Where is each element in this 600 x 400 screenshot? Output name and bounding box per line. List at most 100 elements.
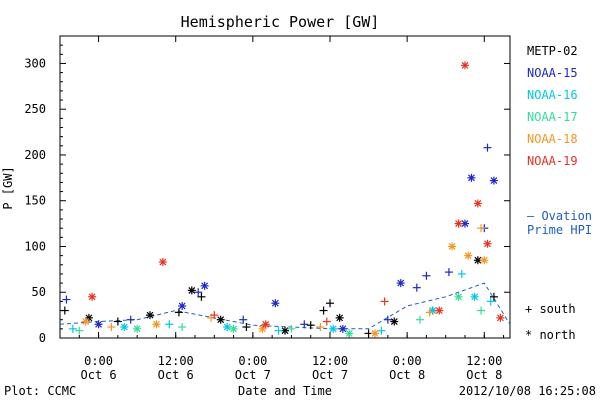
noaa-18-north-point	[81, 317, 90, 326]
noaa-15-north-point	[467, 173, 476, 182]
noaa-18-north-point	[152, 320, 161, 329]
x-tick-label-time: 12:00	[158, 354, 194, 368]
ovation-legend-line1: – Ovation	[527, 209, 592, 223]
noaa-19-south-point	[380, 297, 389, 306]
metp-02-north-point	[187, 286, 196, 295]
metp-02-north-point	[390, 317, 399, 326]
x-axis-label: Date and Time	[238, 384, 332, 398]
noaa-16-north-point	[470, 292, 479, 301]
noaa-16-south-point	[165, 320, 174, 329]
noaa-15-south-point	[62, 295, 71, 304]
y-tick-label: 0	[39, 331, 46, 345]
noaa-15-south-point	[126, 315, 135, 324]
noaa-18-south-point	[425, 308, 434, 317]
x-tick-label-time: 0:00	[238, 354, 267, 368]
noaa-19-north-point	[461, 61, 469, 70]
noaa-17-south-point	[416, 315, 424, 324]
noaa-16-north-point	[223, 323, 232, 332]
noaa-19-south-point	[322, 317, 331, 326]
noaa-16-south-point	[486, 297, 495, 306]
chart-title: Hemispheric Power [GW]	[181, 13, 380, 31]
noaa-15-south-point	[412, 283, 421, 292]
metp-02-north-point	[146, 311, 154, 320]
noaa-17-north-point	[454, 292, 463, 301]
legend-noaa-16: NOAA-16	[527, 88, 578, 102]
noaa-17-south-point	[287, 324, 296, 333]
metp-02-south-point	[197, 292, 206, 301]
noaa-18-north-point	[448, 242, 457, 251]
noaa-15-south-point	[239, 315, 248, 324]
noaa-17-north-point	[345, 329, 354, 338]
noaa-16-north-point	[329, 324, 338, 333]
noaa-18-south-point	[477, 224, 486, 233]
noaa-19-north-point	[261, 320, 270, 329]
noaa-18-north-point	[480, 256, 489, 265]
noaa-19-north-point	[473, 199, 482, 208]
noaa-15-south-point	[194, 288, 203, 297]
noaa-15-south-point	[383, 315, 392, 324]
noaa-19-north-point	[88, 292, 97, 301]
noaa-18-south-point	[107, 323, 116, 332]
metp-02-south-point	[174, 308, 183, 317]
noaa-17-north-point	[229, 324, 238, 333]
noaa-16-south-point	[274, 326, 283, 335]
noaa-15-north-point	[200, 281, 209, 290]
metp-02-south-point	[242, 323, 251, 332]
noaa-19-north-point	[496, 313, 505, 322]
ovation-legend-line2: Prime HPI	[527, 223, 592, 237]
noaa-15-north-point	[396, 279, 405, 288]
ovation-legend: – Ovation Prime HPI	[527, 209, 592, 237]
noaa-15-south-point	[444, 268, 453, 277]
legend-noaa-19: NOAA-19	[527, 154, 578, 168]
noaa-17-south-point	[75, 326, 84, 335]
noaa-15-north-point	[489, 176, 498, 185]
x-tick-label-date: Oct 7	[312, 368, 348, 382]
symbol-legend: + south * north	[525, 302, 576, 342]
noaa-19-north-point	[483, 239, 492, 248]
noaa-19-north-point	[435, 306, 444, 315]
noaa-15-north-point	[178, 301, 187, 310]
noaa-18-north-point	[464, 251, 473, 260]
metp-02-north-point	[281, 326, 289, 335]
y-tick-label: 100	[24, 239, 46, 253]
series-legend: METP-02 NOAA-15 NOAA-16 NOAA-17 NOAA-18 NOAA-…	[527, 44, 578, 168]
noaa-19-south-point	[210, 311, 219, 320]
metp-02-south-point	[306, 321, 315, 330]
noaa-15-north-point	[338, 324, 347, 333]
noaa-16-south-point	[68, 324, 77, 333]
x-tick-label-time: 12:00	[466, 354, 502, 368]
noaa-19-north-point	[158, 258, 167, 267]
x-tick-label-date: Oct 7	[235, 368, 271, 382]
noaa-18-south-point	[316, 323, 325, 332]
metp-02-south-point	[319, 306, 328, 315]
y-tick-label: 150	[24, 194, 46, 208]
noaa-15-south-point	[483, 143, 492, 152]
noaa-15-north-point	[94, 320, 103, 329]
metp-02-south-point	[326, 299, 334, 308]
metp-02-south-point	[113, 317, 122, 326]
noaa-15-north-point	[271, 299, 280, 308]
noaa-16-north-point	[120, 323, 129, 332]
y-tick-label: 50	[32, 285, 46, 299]
legend-noaa-18: NOAA-18	[527, 132, 578, 146]
legend-noaa-15: NOAA-15	[527, 66, 578, 80]
noaa-18-north-point	[371, 329, 379, 338]
x-tick-label-date: Oct 8	[466, 368, 502, 382]
metp-02-north-point	[335, 313, 344, 322]
legend-symbol-north: * north	[525, 328, 576, 342]
y-axis-label: P [GW]	[1, 166, 15, 209]
y-tick-label: 300	[24, 56, 46, 70]
noaa-15-south-point	[422, 271, 431, 280]
x-tick-label-date: Oct 6	[158, 368, 194, 382]
noaa-16-south-point	[377, 326, 386, 335]
noaa-17-south-point	[477, 306, 486, 315]
x-tick-label-date: Oct 6	[81, 368, 117, 382]
noaa-17-south-point	[178, 323, 187, 332]
plot-timestamp: 2012/10/08 16:25:08	[459, 384, 596, 398]
legend-symbol-south: + south	[525, 302, 576, 316]
legend-metp-02: METP-02	[527, 44, 578, 58]
metp-02-south-point	[489, 292, 498, 301]
y-tick-label: 250	[24, 102, 46, 116]
noaa-16-south-point	[457, 269, 466, 278]
